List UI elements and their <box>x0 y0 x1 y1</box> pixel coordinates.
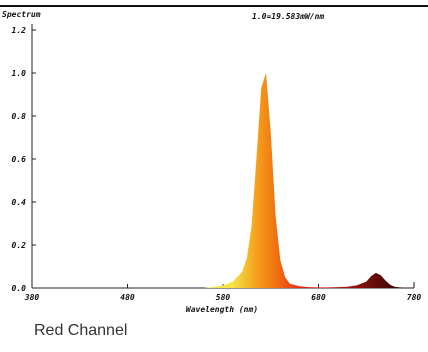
x-tick-label: 680 <box>311 293 326 302</box>
y-tick-label: 0.0 <box>12 284 27 293</box>
x-axis-label: Wavelength (nm) <box>186 305 258 314</box>
spectrum-chart: 0.0 0.2 0.4 0.6 0.8 1.0 1.2 380 480 580 680 780 Spec… <box>0 5 428 314</box>
chart-axes <box>0 5 428 289</box>
chart-caption: Red Channel <box>34 322 128 339</box>
chart-title: Spectrum <box>2 10 41 19</box>
chart-plot-area <box>203 73 414 288</box>
chart-annotation: 1.0=19.583mW/nm <box>252 12 324 21</box>
y-tick-label: 1.2 <box>12 26 27 35</box>
x-tick-label: 380 <box>24 293 40 302</box>
y-tick-label: 0.8 <box>12 112 27 121</box>
y-tick-label: 0.2 <box>12 241 27 250</box>
chart-labels: 0.0 0.2 0.4 0.6 0.8 1.0 1.2 380 480 580 680 780 Spec… <box>2 10 421 314</box>
y-tick-label: 1.0 <box>12 69 27 78</box>
y-tick-label: 0.4 <box>12 198 27 207</box>
x-tick-label: 580 <box>216 293 231 302</box>
x-tick-label: 480 <box>120 293 135 302</box>
spectrum-area <box>203 73 414 288</box>
y-tick-label: 0.6 <box>12 155 27 164</box>
x-tick-label: 780 <box>407 293 422 302</box>
